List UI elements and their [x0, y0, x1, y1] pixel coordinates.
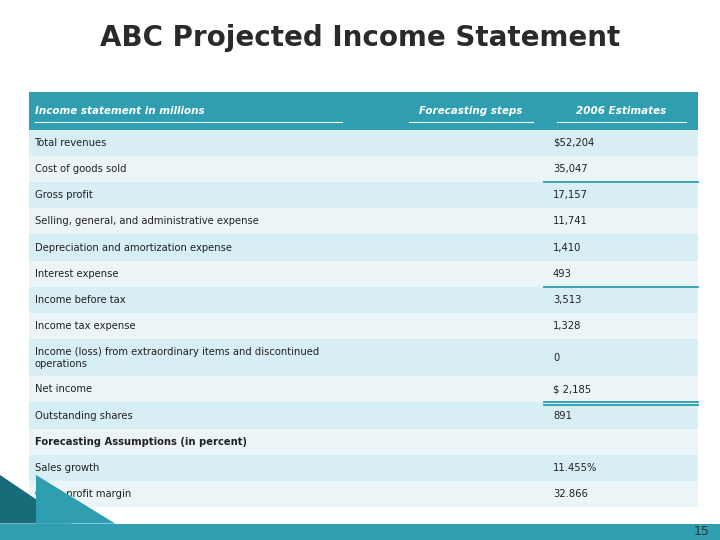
- Text: Selling, general, and administrative expense: Selling, general, and administrative exp…: [35, 217, 258, 226]
- Text: 11.455%: 11.455%: [553, 463, 598, 473]
- Bar: [29, 156, 698, 182]
- Bar: [29, 92, 698, 130]
- Text: Net income: Net income: [35, 384, 91, 394]
- Polygon shape: [0, 475, 72, 524]
- Bar: [0, 524, 720, 540]
- Text: 3,513: 3,513: [553, 295, 582, 305]
- Text: 11,741: 11,741: [553, 217, 588, 226]
- Text: Forecasting Assumptions (in percent): Forecasting Assumptions (in percent): [35, 437, 246, 447]
- Bar: [29, 313, 698, 340]
- Bar: [29, 340, 698, 376]
- Bar: [29, 376, 698, 402]
- Text: 1,328: 1,328: [553, 321, 582, 332]
- Text: Outstanding shares: Outstanding shares: [35, 410, 132, 421]
- Text: Income before tax: Income before tax: [35, 295, 125, 305]
- Text: Sales growth: Sales growth: [35, 463, 99, 473]
- Text: 493: 493: [553, 269, 572, 279]
- Text: Income tax expense: Income tax expense: [35, 321, 135, 332]
- Text: Interest expense: Interest expense: [35, 269, 118, 279]
- Bar: [29, 402, 698, 429]
- Text: 17,157: 17,157: [553, 190, 588, 200]
- Bar: [29, 234, 698, 261]
- Bar: [29, 481, 698, 508]
- Text: 32.866: 32.866: [553, 489, 588, 500]
- Text: 35,047: 35,047: [553, 164, 588, 174]
- Text: Income (loss) from extraordinary items and discontinued
operations: Income (loss) from extraordinary items a…: [35, 347, 319, 369]
- Text: 1,410: 1,410: [553, 242, 582, 253]
- Bar: [29, 182, 698, 208]
- Text: Gross profit: Gross profit: [35, 190, 92, 200]
- Polygon shape: [36, 475, 115, 524]
- Text: Cost of goods sold: Cost of goods sold: [35, 164, 126, 174]
- Text: Income statement in millions: Income statement in millions: [35, 106, 204, 116]
- Text: $ 2,185: $ 2,185: [553, 384, 591, 394]
- Text: Forecasting steps: Forecasting steps: [419, 106, 523, 116]
- Text: ABC Projected Income Statement: ABC Projected Income Statement: [100, 24, 620, 52]
- Bar: [29, 455, 698, 481]
- Text: $52,204: $52,204: [553, 138, 594, 147]
- Bar: [29, 130, 698, 156]
- Bar: [29, 429, 698, 455]
- Text: 891: 891: [553, 410, 572, 421]
- Text: 2006 Estimates: 2006 Estimates: [576, 106, 667, 116]
- Text: Total revenues: Total revenues: [35, 138, 107, 147]
- Text: 0: 0: [553, 353, 559, 363]
- Bar: [29, 287, 698, 313]
- Bar: [29, 261, 698, 287]
- Text: Gross profit margin: Gross profit margin: [35, 489, 131, 500]
- Text: 15: 15: [693, 525, 709, 538]
- Text: Depreciation and amortization expense: Depreciation and amortization expense: [35, 242, 232, 253]
- Bar: [29, 208, 698, 234]
